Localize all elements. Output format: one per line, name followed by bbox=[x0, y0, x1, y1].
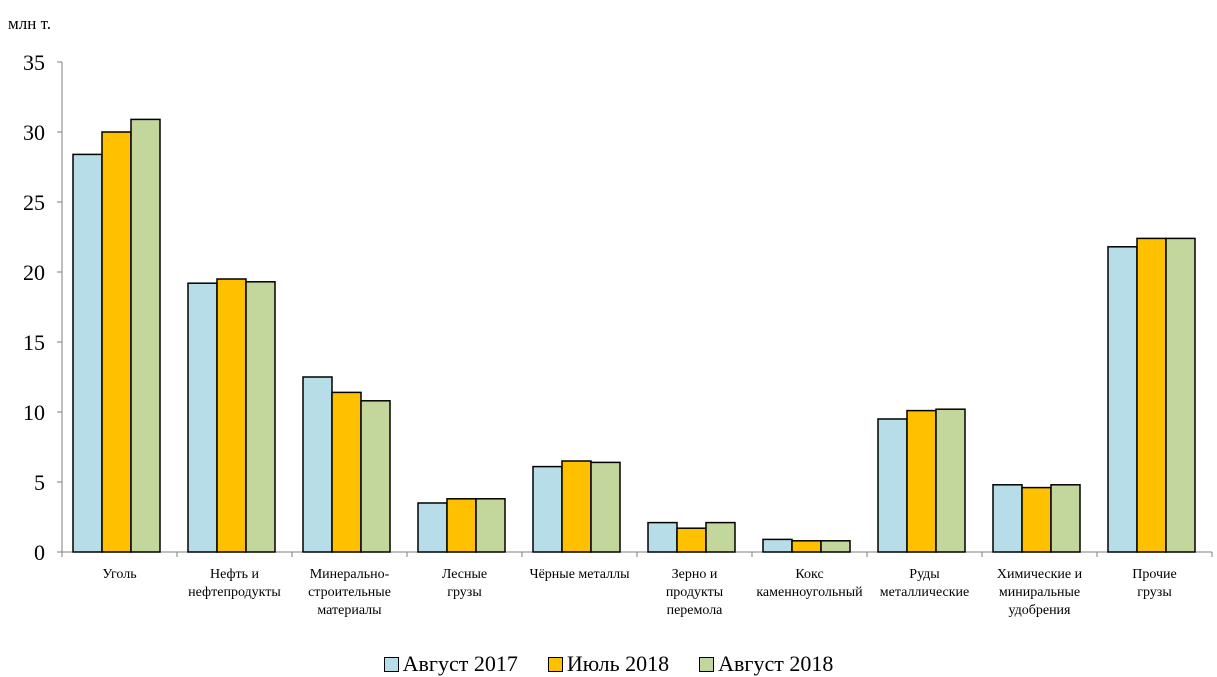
x-category-label: нефтепродукты bbox=[188, 585, 281, 600]
bar bbox=[992, 484, 1023, 553]
x-category-label: удобрения bbox=[1008, 603, 1071, 618]
y-tick-label: 10 bbox=[23, 400, 45, 425]
bar bbox=[1136, 237, 1167, 553]
bar bbox=[216, 278, 247, 553]
bar bbox=[360, 400, 391, 553]
x-category-label: Прочие bbox=[1132, 567, 1177, 582]
bar bbox=[877, 418, 908, 553]
x-category-label: грузы bbox=[447, 585, 482, 600]
legend-item-aug-2018: Август 2018 bbox=[699, 651, 833, 677]
unit-label: млн т. bbox=[8, 14, 51, 33]
bar bbox=[130, 118, 161, 553]
x-category-label: Зерно и bbox=[672, 567, 718, 582]
x-category-label: Лесные bbox=[442, 567, 487, 582]
bar bbox=[475, 498, 506, 553]
bar bbox=[647, 521, 678, 553]
legend: Август 2017 Июль 2018 Август 2018 bbox=[0, 651, 1217, 677]
y-tick-label: 20 bbox=[23, 260, 45, 285]
bar bbox=[762, 538, 793, 553]
y-tick-label: 30 bbox=[23, 120, 45, 145]
x-category-label: миниральные bbox=[999, 585, 1080, 600]
legend-label-aug-2018: Август 2018 bbox=[718, 651, 834, 676]
bar bbox=[1050, 484, 1081, 553]
x-category-label: каменноугольный bbox=[756, 585, 863, 600]
legend-label-aug-2017: Август 2017 bbox=[402, 651, 518, 676]
bar bbox=[561, 460, 592, 553]
legend-swatch-jul-2018 bbox=[547, 656, 563, 672]
x-category-label: перемола bbox=[667, 603, 724, 618]
bar bbox=[906, 409, 937, 553]
bar bbox=[417, 502, 448, 553]
bar bbox=[331, 391, 362, 553]
y-tick-label: 35 bbox=[23, 50, 45, 75]
y-tick-label: 5 bbox=[34, 470, 45, 495]
legend-swatch-aug-2018 bbox=[699, 656, 715, 672]
x-category-label: Кокс bbox=[795, 567, 823, 582]
x-category-label: строительные bbox=[308, 585, 391, 600]
bar bbox=[532, 465, 563, 553]
y-tick-label: 25 bbox=[23, 190, 45, 215]
x-category-label: материалы bbox=[317, 603, 382, 618]
bar bbox=[590, 461, 621, 553]
bar bbox=[1165, 237, 1196, 553]
bar bbox=[302, 376, 333, 553]
bar bbox=[820, 540, 851, 553]
legend-swatch-aug-2017 bbox=[383, 656, 399, 672]
legend-item-aug-2017: Август 2017 bbox=[383, 651, 518, 677]
x-category-label: продукты bbox=[666, 585, 724, 600]
bar bbox=[705, 521, 736, 553]
bar bbox=[1021, 486, 1052, 553]
bar bbox=[446, 498, 477, 553]
bar bbox=[676, 527, 707, 553]
x-category-label: грузы bbox=[1137, 585, 1172, 600]
bar bbox=[1107, 246, 1138, 553]
x-category-label: Уголь bbox=[102, 567, 136, 582]
bar bbox=[935, 408, 966, 553]
bar bbox=[72, 153, 103, 553]
legend-label-jul-2018: Июль 2018 bbox=[566, 651, 670, 676]
x-category-label: Руды bbox=[909, 567, 940, 582]
y-tick-label: 0 bbox=[34, 540, 45, 565]
x-category-label: Химические и bbox=[997, 567, 1083, 582]
legend-item-jul-2018: Июль 2018 bbox=[547, 651, 670, 677]
x-category-label: металлические bbox=[880, 585, 970, 600]
bar bbox=[791, 540, 822, 553]
bar bbox=[245, 281, 276, 553]
bar bbox=[187, 282, 218, 553]
x-category-label: Нефть и bbox=[210, 567, 260, 582]
x-category-label: Минерально- bbox=[310, 567, 390, 582]
bar bbox=[101, 131, 132, 553]
y-tick-label: 15 bbox=[23, 330, 45, 355]
x-category-label: Чёрные металлы bbox=[529, 567, 630, 582]
